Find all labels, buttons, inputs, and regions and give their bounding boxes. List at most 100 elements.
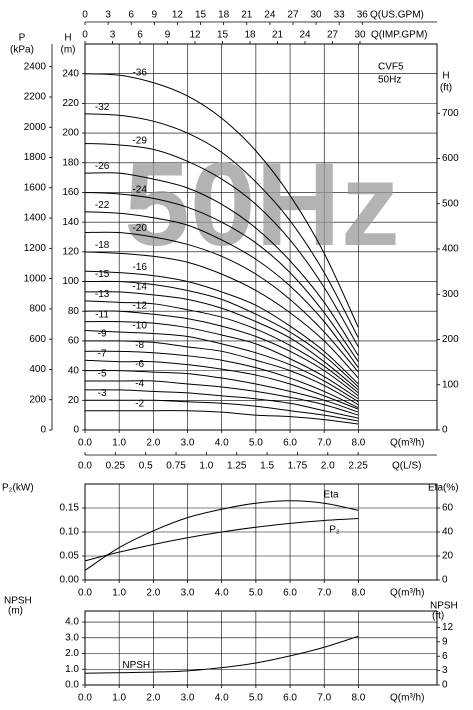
x-tick-label: 6.0 <box>283 588 297 599</box>
x-tick-label: 4.0 <box>215 588 229 599</box>
plot-frame <box>84 43 438 431</box>
y3-label: P <box>19 33 26 44</box>
curve-label: -9 <box>98 329 107 340</box>
curve-label: NPSH <box>122 660 150 671</box>
x4-tick-label: 9 <box>165 30 171 41</box>
y2-tick-label: 60 <box>442 503 454 514</box>
y-unit: (m) <box>61 45 76 56</box>
y-tick-label: 0.0 <box>65 680 79 691</box>
y-tick-label: 4.0 <box>65 617 79 628</box>
curve-label: -6 <box>135 359 144 370</box>
x-tick-label: 3.0 <box>181 693 195 704</box>
curve <box>84 251 359 379</box>
curve <box>84 211 359 368</box>
curve-label: Eta <box>324 489 339 500</box>
curve-label: -22 <box>95 200 110 211</box>
y-tick-label: 0.15 <box>60 503 80 514</box>
y-label: P₂(kW) <box>2 483 34 494</box>
x-tick-label: 5.0 <box>249 588 263 599</box>
x-tick-label: 4.0 <box>215 438 229 449</box>
curve-label: -3 <box>98 388 107 399</box>
y2-label: Eta(%) <box>428 483 459 494</box>
x-tick-label: 1.0 <box>112 693 126 704</box>
x-tick-label: 7.0 <box>317 588 331 599</box>
x3-tick-label: 24 <box>264 10 276 21</box>
y3-tick-label: 1000 <box>24 273 47 284</box>
x2-tick-label: 2.25 <box>348 461 368 472</box>
x3-tick-label: 33 <box>334 10 346 21</box>
y2-label: NPSH <box>430 601 458 612</box>
y-label: H <box>64 33 71 44</box>
x-tick-label: 8.0 <box>351 588 365 599</box>
y2-tick-label: 600 <box>442 153 459 164</box>
curve-label: -18 <box>95 240 110 251</box>
x3-tick-label: 27 <box>287 10 299 21</box>
y-tick-label: 140 <box>62 217 79 228</box>
x3-tick-label: 21 <box>241 10 253 21</box>
y3-tick-label: 200 <box>29 394 46 405</box>
x-tick-label: 1.0 <box>112 438 126 449</box>
y3-tick-label: 2200 <box>24 92 47 103</box>
x-tick-label: 2.0 <box>146 693 160 704</box>
y-tick-label: 220 <box>62 98 79 109</box>
x-tick-label: 1.0 <box>112 588 126 599</box>
curve <box>84 340 359 406</box>
curve-label: -24 <box>132 184 147 195</box>
plot-frame <box>84 610 438 686</box>
y2-tick-label: 9 <box>442 636 448 647</box>
curve-label: -13 <box>95 289 110 300</box>
y-tick-label: 40 <box>68 365 80 376</box>
y3-tick-label: 1400 <box>24 213 47 224</box>
x4-tick-label: 3 <box>110 30 116 41</box>
x-tick-label: 4.0 <box>215 693 229 704</box>
x-tick-label: 2.0 <box>146 438 160 449</box>
x3-tick-label: 9 <box>152 10 158 21</box>
x3-tick-label: 18 <box>218 10 230 21</box>
curve-label: -11 <box>95 309 109 320</box>
y-tick-label: 2.0 <box>65 648 79 659</box>
x4-tick-label: 15 <box>217 30 229 41</box>
x-tick-label: 6.0 <box>283 693 297 704</box>
x-tick-label: 8.0 <box>351 693 365 704</box>
curve-label: -36 <box>132 67 147 78</box>
y3-tick-label: 1600 <box>24 182 47 193</box>
x-tick-label: 2.0 <box>146 588 160 599</box>
x3-tick-label: 15 <box>195 10 207 21</box>
y-tick-label: 60 <box>68 336 80 347</box>
y2-tick-label: 400 <box>442 244 459 255</box>
y2-tick-label: 40 <box>442 527 454 538</box>
x-tick-label: 0.0 <box>78 438 92 449</box>
curve <box>84 172 359 357</box>
y-label: NPSH <box>4 596 32 607</box>
curve-label: -20 <box>132 223 147 234</box>
x-tick-label: 7.0 <box>317 438 331 449</box>
x2-tick-label: 0.5 <box>139 461 153 472</box>
y2-tick-label: 200 <box>442 334 459 345</box>
y2-tick-label: 3 <box>442 665 448 676</box>
x4-tick-label: 21 <box>272 30 284 41</box>
x-tick-label: 6.0 <box>283 438 297 449</box>
y2-unit: (ft) <box>440 83 452 94</box>
x4-tick-label: 0 <box>82 30 88 41</box>
y2-tick-label: 0 <box>442 575 448 586</box>
model: CVF5 <box>378 62 404 73</box>
y-unit: (m) <box>8 606 23 617</box>
x-label: Q(m³/h) <box>390 588 424 599</box>
x2-tick-label: 0.75 <box>166 461 186 472</box>
y-tick-label: 0.05 <box>60 551 80 562</box>
y2-tick-label: 0 <box>442 425 448 436</box>
x-tick-label: 5.0 <box>249 438 263 449</box>
x4-label: Q(IMP.GPM) <box>371 30 427 41</box>
y2-tick-label: 12 <box>442 622 454 633</box>
y2-tick-label: 300 <box>442 289 459 300</box>
curve <box>84 635 359 674</box>
curve <box>84 500 359 571</box>
y-tick-label: 200 <box>62 128 79 139</box>
x2-tick-label: 0.0 <box>78 461 92 472</box>
x-tick-label: 3.0 <box>181 438 195 449</box>
curve <box>84 300 359 394</box>
x-tick-label: 5.0 <box>249 693 263 704</box>
curve-label: -26 <box>95 161 110 172</box>
y-tick-label: 100 <box>62 276 79 287</box>
